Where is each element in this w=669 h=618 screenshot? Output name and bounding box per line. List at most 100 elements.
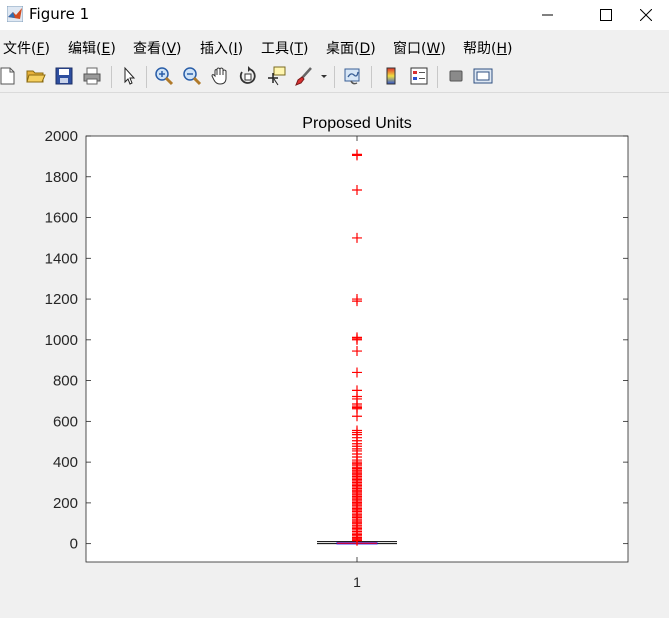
close-button[interactable] [623, 0, 669, 30]
matlab-logo-icon [7, 6, 23, 22]
outlier-point [352, 480, 362, 491]
legend-icon [410, 67, 428, 85]
outlier-point [352, 232, 362, 243]
outlier-point [352, 481, 362, 492]
insert-legend-button[interactable] [408, 65, 430, 87]
axes-frame [85, 135, 629, 563]
open-file-button[interactable] [25, 65, 47, 87]
show-plot-tools-icon [473, 68, 493, 84]
outlier-point [352, 425, 362, 436]
print-button[interactable] [81, 65, 103, 87]
edit-plot-button[interactable] [118, 65, 140, 87]
outlier-point [352, 533, 362, 544]
close-icon [640, 9, 652, 21]
outlier-point [352, 479, 362, 490]
link-plot-button[interactable] [342, 65, 364, 87]
outlier-point [352, 535, 362, 546]
menu-window[interactable]: 窗口(W) [393, 41, 446, 57]
outlier-point [352, 149, 362, 160]
menu-insert[interactable]: 插入(I) [200, 41, 244, 57]
minimize-icon [542, 14, 553, 16]
outlier-point [352, 463, 362, 474]
outlier-point [352, 498, 362, 509]
outlier-point [352, 517, 362, 528]
outlier-point [352, 474, 362, 485]
outlier-point [352, 333, 362, 344]
outlier-point [352, 477, 362, 488]
save-button[interactable] [53, 65, 75, 87]
outlier-point [352, 391, 362, 402]
y-tick-label: 1400 [45, 250, 78, 267]
x-tick-label: 1 [353, 574, 361, 590]
brush-icon [295, 67, 312, 86]
menu-desktop[interactable]: 桌面(D) [326, 41, 376, 57]
brush-dropdown-icon [321, 75, 327, 78]
minimize-button[interactable] [525, 0, 571, 30]
outlier-point [352, 526, 362, 537]
outlier-point [352, 497, 362, 508]
outlier-point [352, 529, 362, 540]
outlier-point [352, 458, 362, 469]
hide-plot-tools-icon [449, 70, 463, 82]
outlier-point [352, 483, 362, 494]
outlier-point [352, 462, 362, 473]
menu-file[interactable]: 文件(F) [3, 41, 50, 57]
menu-tools[interactable]: 工具(T) [261, 41, 309, 57]
outlier-point [352, 520, 362, 531]
outlier-point [352, 506, 362, 517]
outlier-point [352, 471, 362, 482]
new-figure-button[interactable] [0, 65, 19, 87]
outlier-point [352, 411, 362, 422]
outlier-point [352, 441, 362, 452]
y-tick-label: 400 [53, 454, 78, 471]
outlier-point [352, 489, 362, 500]
outlier-point [352, 468, 362, 479]
zoom-out-button[interactable] [181, 65, 203, 87]
outlier-point [352, 524, 362, 535]
y-tick-label: 1800 [45, 169, 78, 186]
outlier-point [352, 448, 362, 459]
menu-bar: 文件(F) 编辑(E) 查看(V) 插入(I) 工具(T) 桌面(D) 窗口(W… [0, 34, 669, 58]
zoom-in-button[interactable] [153, 65, 175, 87]
show-plot-tools-button[interactable] [472, 65, 494, 87]
outlier-point [352, 530, 362, 541]
toolbar-separator [437, 66, 438, 88]
outlier-point [352, 500, 362, 511]
outlier-point [352, 466, 362, 477]
outlier-point [352, 518, 362, 529]
outlier-point [352, 508, 362, 519]
print-icon [83, 67, 101, 85]
outlier-point [352, 532, 362, 543]
outlier-point [352, 473, 362, 484]
outlier-point [352, 402, 362, 413]
brush-button[interactable] [293, 65, 315, 87]
pan-hand-icon [211, 67, 227, 85]
menu-view[interactable]: 查看(V) [133, 41, 182, 57]
outlier-point [352, 457, 362, 468]
outlier-point [352, 401, 362, 412]
rotate-3d-button[interactable] [237, 65, 259, 87]
outlier-point [352, 432, 362, 443]
outlier-point [352, 501, 362, 512]
outlier-point [352, 460, 362, 471]
menu-help[interactable]: 帮助(H) [463, 41, 513, 57]
zoom-out-icon [183, 67, 202, 86]
data-cursor-icon [268, 66, 286, 86]
outlier-point [352, 332, 362, 343]
hide-plot-tools-button[interactable] [445, 65, 467, 87]
data-cursor-button[interactable] [265, 65, 287, 87]
outlier-point [352, 492, 362, 503]
outlier-point [352, 367, 362, 378]
brush-dropdown-button[interactable] [318, 65, 330, 87]
outlier-point [352, 512, 362, 523]
outlier-point [352, 438, 362, 449]
rotate-3d-icon [239, 66, 256, 84]
outlier-point [352, 494, 362, 505]
pan-button[interactable] [209, 65, 231, 87]
menu-edit[interactable]: 编辑(E) [68, 41, 116, 57]
outlier-point [352, 469, 362, 480]
maximize-button[interactable] [583, 0, 629, 30]
insert-colorbar-button[interactable] [380, 65, 402, 87]
zoom-in-icon [155, 67, 174, 86]
outlier-point [352, 495, 362, 506]
